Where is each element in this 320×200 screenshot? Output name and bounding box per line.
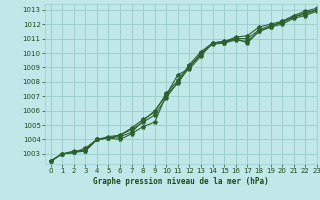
X-axis label: Graphe pression niveau de la mer (hPa): Graphe pression niveau de la mer (hPa)	[93, 177, 269, 186]
